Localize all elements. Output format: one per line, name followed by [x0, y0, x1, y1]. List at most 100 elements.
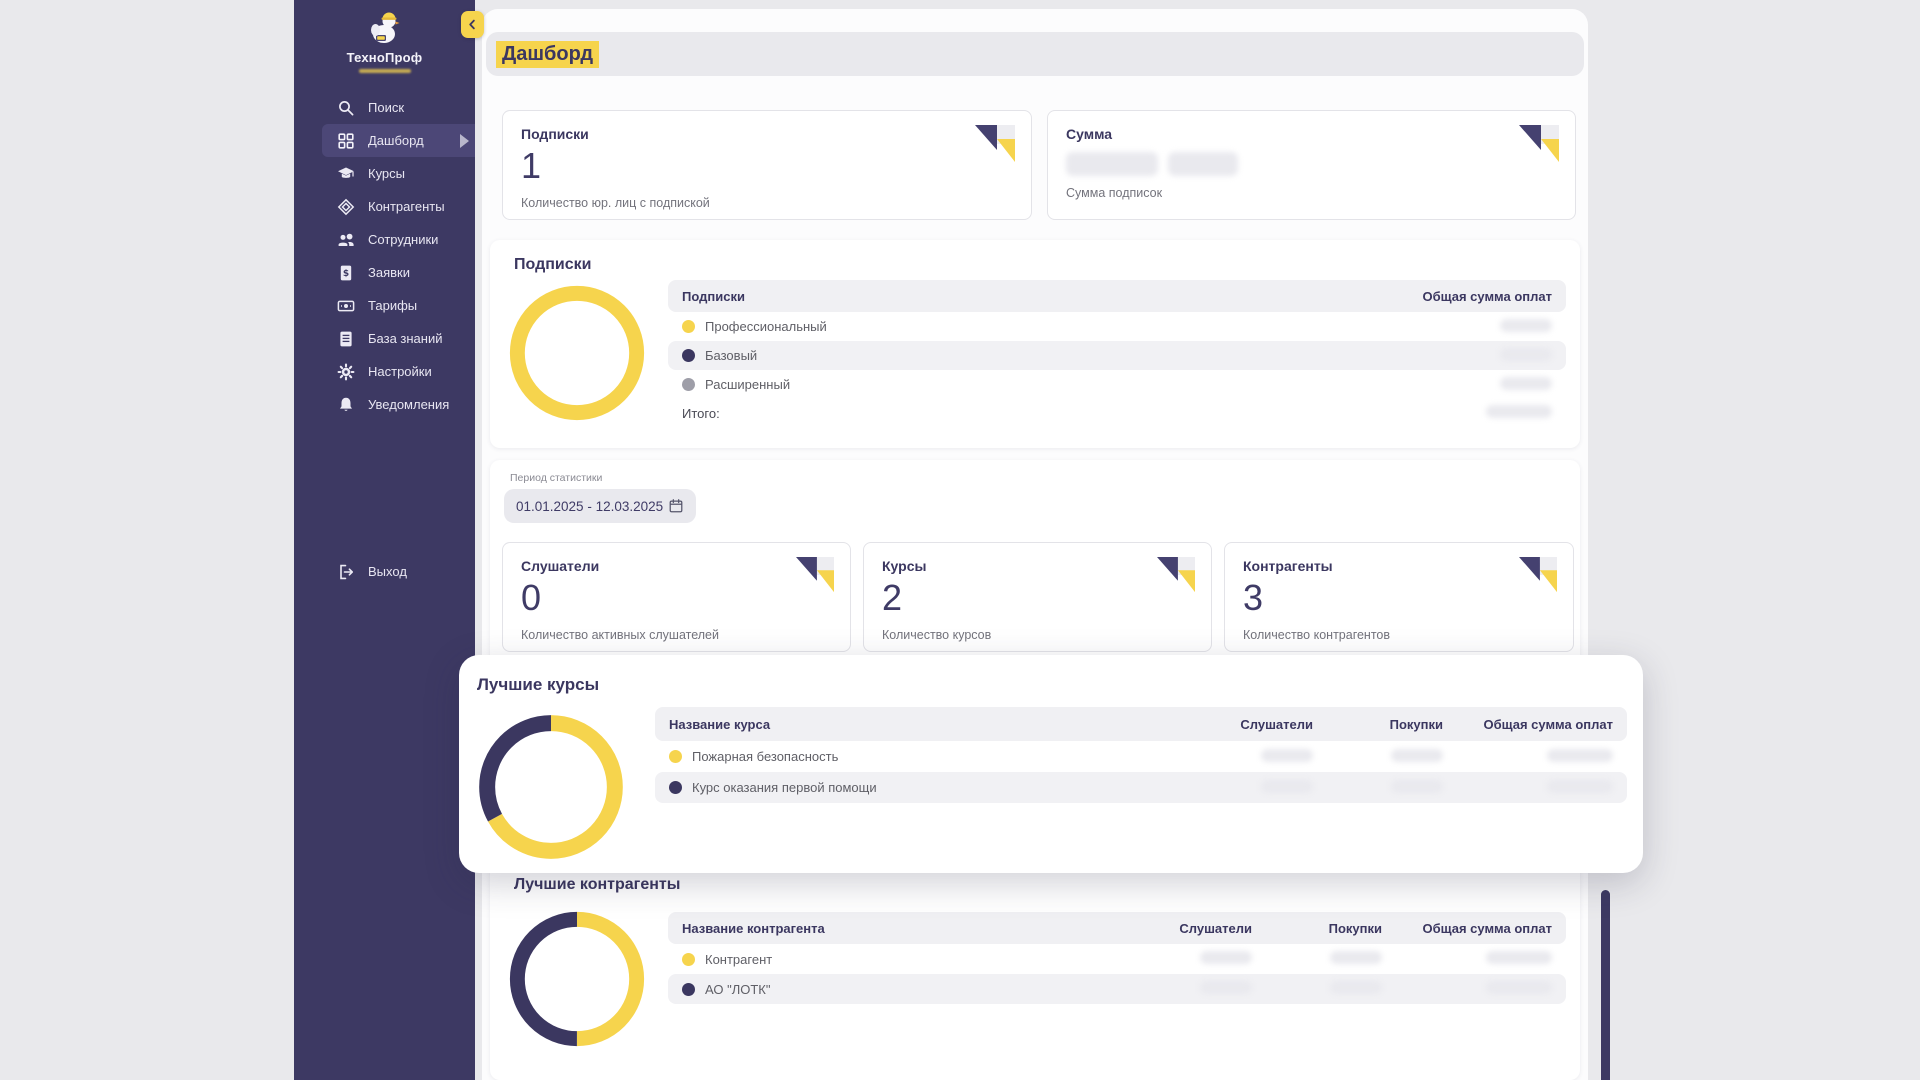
kpi-subtitle: Количество контрагентов — [1243, 627, 1391, 642]
corner-flag-icon — [796, 557, 834, 593]
redacted-value — [1261, 748, 1313, 762]
calendar-icon — [669, 499, 683, 513]
legend-dot — [682, 952, 695, 966]
table-row[interactable]: Базовый — [668, 341, 1566, 370]
sidebar-item-dashboard[interactable]: Дашборд — [322, 124, 475, 157]
column-header: Покупки — [1389, 716, 1443, 732]
logout-icon — [337, 563, 355, 581]
table-header: Название контрагента Слушатели Покупки О… — [668, 912, 1566, 944]
kpi-value: 0 — [521, 577, 542, 618]
column-header: Слушатели — [1179, 920, 1252, 936]
table-total-row: Итого: — [668, 399, 1566, 427]
page-header: Дашборд — [486, 32, 1584, 76]
table-row[interactable]: Контрагент — [668, 944, 1566, 974]
sidebar-item-label: Уведомления — [368, 397, 450, 412]
sidebar-item-employees[interactable]: Сотрудники — [294, 223, 475, 256]
redacted-value — [1486, 951, 1552, 964]
redacted-value — [1500, 376, 1552, 390]
sidebar-item-search[interactable]: Поиск — [294, 91, 475, 124]
kpi-card-courses: Курсы 2 Количество курсов — [863, 542, 1212, 652]
column-header: Общая сумма оплат — [1422, 288, 1552, 304]
best-counterparties-donut-chart — [509, 911, 645, 1047]
row-label: Профессиональный — [705, 319, 827, 334]
table-row[interactable]: Расширенный — [668, 370, 1566, 399]
redacted-value — [1486, 981, 1552, 994]
legend-dot — [669, 750, 682, 763]
column-header: Слушатели — [1240, 716, 1313, 732]
sidebar-item-label: Сотрудники — [368, 232, 439, 247]
sidebar-item-label: Настройки — [368, 364, 432, 379]
sidebar-item-knowledge-base[interactable]: База знаний — [294, 322, 475, 355]
redacted-value — [1261, 779, 1313, 793]
sidebar: ТехноПроф Поиск Дашборд К — [294, 0, 475, 1080]
sidebar-item-label: Контрагенты — [368, 199, 445, 214]
column-header: Общая сумма оплат — [1422, 920, 1552, 936]
legend-dot — [682, 320, 695, 333]
chevron-left-icon — [469, 19, 475, 30]
subscriptions-table: Подписки Общая сумма оплат Профессиональ… — [668, 280, 1566, 427]
table-row[interactable]: Курс оказания первой помощи — [655, 772, 1627, 803]
kpi-value: 1 — [521, 145, 542, 186]
legend-dot — [669, 781, 682, 794]
bell-icon — [337, 396, 355, 414]
redacted-value — [1330, 981, 1382, 994]
sidebar-item-counterparties[interactable]: Контрагенты — [294, 190, 475, 223]
main-panel: Дашборд Подписки 1 Количество юр. лиц с … — [482, 9, 1588, 1080]
legend-dot — [682, 349, 695, 362]
kpi-value: 3 — [1243, 577, 1264, 618]
brand-name: ТехноПроф — [346, 50, 423, 65]
document-lines-icon — [337, 330, 355, 348]
sidebar-nav: Поиск Дашборд Курсы Контрагенты — [294, 91, 475, 421]
page-scrollbar[interactable] — [1601, 890, 1610, 1080]
subscriptions-donut-chart — [509, 285, 645, 421]
page-title: Дашборд — [496, 40, 600, 68]
date-range-input[interactable]: 01.01.2025 - 12.03.2025 — [504, 489, 696, 523]
kpi-title: Сумма — [1066, 126, 1113, 142]
sidebar-item-tariffs[interactable]: Тарифы — [294, 289, 475, 322]
redacted-value — [1547, 748, 1613, 762]
sidebar-item-settings[interactable]: Настройки — [294, 355, 475, 388]
kpi-title: Контрагенты — [1243, 558, 1333, 574]
sidebar-item-courses[interactable]: Курсы — [294, 157, 475, 190]
redacted-value — [1200, 981, 1252, 994]
people-icon — [337, 231, 355, 249]
table-row[interactable]: Профессиональный — [668, 312, 1566, 341]
column-header: Покупки — [1328, 920, 1382, 936]
logout-button[interactable]: Выход — [294, 555, 475, 588]
logo: ТехноПроф — [294, 0, 475, 73]
redacted-value — [1500, 347, 1552, 361]
kpi-value: 2 — [882, 577, 903, 618]
gear-icon — [337, 363, 355, 381]
svg-text:$: $ — [343, 269, 349, 279]
corner-flag-icon — [1519, 557, 1557, 593]
row-label: Контрагент — [705, 951, 773, 967]
corner-flag-icon — [1519, 125, 1559, 162]
sidebar-item-requests[interactable]: $ Заявки — [294, 256, 475, 289]
redacted-value — [1547, 779, 1613, 793]
row-label: Расширенный — [705, 377, 791, 392]
row-label: Базовый — [705, 348, 758, 363]
date-range-value: 01.01.2025 - 12.03.2025 — [516, 498, 664, 514]
kpi-subtitle: Количество курсов — [882, 627, 992, 642]
table-row[interactable]: АО "ЛОТК" — [668, 974, 1566, 1004]
row-label: АО "ЛОТК" — [705, 981, 771, 997]
legend-dot — [682, 378, 695, 391]
redacted-value — [1330, 951, 1382, 964]
section-title: Лучшие контрагенты — [514, 876, 681, 893]
sidebar-item-notifications[interactable]: Уведомления — [294, 388, 475, 421]
redacted-value — [1391, 779, 1443, 793]
period-label: Период статистики — [510, 472, 603, 484]
redacted-value — [1486, 405, 1552, 418]
row-label: Курс оказания первой помощи — [692, 780, 877, 795]
redacted-value — [1500, 318, 1552, 332]
sidebar-collapse-button[interactable] — [461, 11, 484, 38]
table-row[interactable]: Пожарная безопасность — [655, 741, 1627, 772]
redacted-value — [1391, 748, 1443, 762]
table-header: Подписки Общая сумма оплат — [668, 280, 1566, 312]
handshake-icon — [337, 198, 355, 216]
best-counterparties-table: Название контрагента Слушатели Покупки О… — [668, 912, 1566, 1004]
kpi-card-counterparties: Контрагенты 3 Количество контрагентов — [1224, 542, 1574, 652]
sidebar-item-label: База знаний — [368, 331, 443, 346]
kpi-title: Слушатели — [521, 558, 600, 574]
